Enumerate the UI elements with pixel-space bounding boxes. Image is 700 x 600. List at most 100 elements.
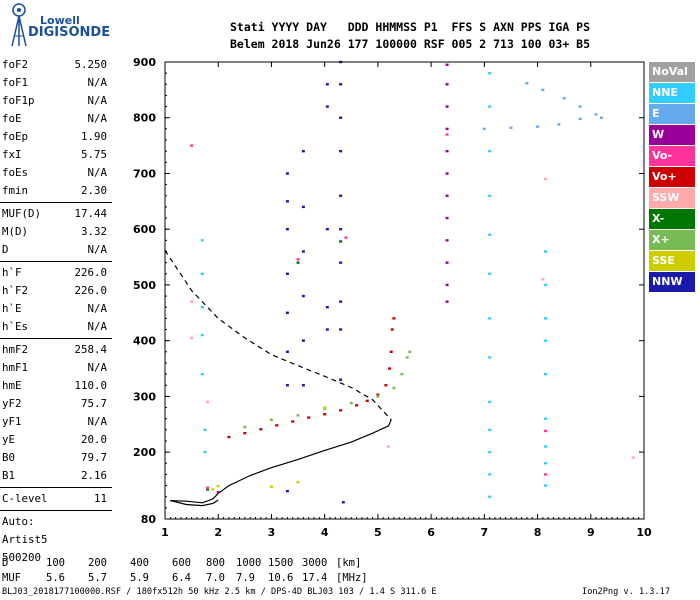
echo-point [488, 272, 492, 275]
param-value: 258.4 [74, 343, 107, 356]
legend-item: Vo- [649, 146, 695, 166]
param-row: hmF1 N/A [0, 359, 112, 377]
echo-point [190, 336, 194, 340]
echo-point [541, 88, 545, 92]
echo-point [445, 194, 449, 197]
echo-point [562, 97, 566, 100]
echo-point [339, 240, 343, 243]
echo-point [389, 350, 393, 354]
echo-point [206, 488, 210, 491]
legend-item: NoVal [649, 62, 695, 82]
y-tick-label: 300 [133, 390, 156, 403]
distance-value: 3000 [302, 557, 328, 569]
echo-point [445, 83, 449, 86]
param-row: Auto: [0, 513, 112, 531]
echo-point [488, 495, 492, 498]
echo-point [301, 339, 305, 342]
plot-echoes [190, 60, 635, 504]
legend-item: NNW [649, 272, 695, 292]
echo-point [339, 227, 343, 231]
x-tick-label: 8 [534, 526, 542, 539]
distance-value: 400 [130, 557, 149, 569]
echo-point [200, 306, 204, 309]
param-row: hmF2 258.4 [0, 341, 112, 359]
echo-point [392, 317, 396, 320]
echo-point [445, 63, 449, 66]
echo-point [206, 486, 210, 489]
echo-point [301, 250, 305, 253]
echo-point [203, 428, 207, 432]
echo-point [296, 414, 300, 417]
param-label: foF2 [2, 58, 29, 71]
plot-axes: 1 2 3 4 5 6 7 8 9 10 80 200 300 400 500 600 700 800 900 [133, 56, 652, 539]
param-value: 79.7 [80, 451, 107, 464]
y-tick-label: 800 [133, 112, 156, 125]
param-row: foF2 5.250 [0, 56, 112, 74]
echo-point [541, 278, 545, 281]
echo-point [509, 126, 513, 129]
echo-point [285, 200, 289, 203]
echo-point [488, 450, 492, 454]
echo-point [445, 105, 449, 108]
echo-point [285, 227, 289, 231]
echo-point [544, 429, 548, 433]
echo-point [344, 236, 348, 239]
echo-point [285, 384, 289, 387]
echo-point [269, 418, 273, 421]
legend-item: NNE [649, 83, 695, 103]
echo-point [544, 177, 548, 181]
param-row: foEs N/A [0, 164, 112, 182]
echo-point [536, 125, 540, 128]
echo-point [301, 384, 305, 387]
echo-point [339, 378, 343, 381]
plot-curves [164, 250, 392, 507]
plot-frame [164, 61, 645, 520]
distance-value: 800 [206, 557, 225, 569]
param-row: fxI 5.75 [0, 146, 112, 164]
echo-point [259, 428, 263, 431]
param-value: 11 [93, 492, 107, 505]
echo-point [200, 239, 204, 242]
param-row: 500200 [0, 549, 112, 567]
echo-point [392, 386, 396, 390]
echo-point [445, 300, 449, 303]
param-value: N/A [87, 94, 107, 107]
echo-point [544, 462, 548, 465]
param-label: C-level [2, 492, 48, 505]
echo-point [557, 123, 561, 126]
echo-point [275, 424, 279, 427]
param-label: yF1 [2, 415, 22, 428]
echo-point [339, 300, 343, 303]
x-tick-label: 2 [214, 526, 222, 539]
param-value: N/A [87, 112, 107, 125]
echo-point [488, 400, 492, 404]
muf-value: 5.7 [88, 572, 107, 584]
echo-point [400, 372, 404, 376]
echo-point [339, 409, 343, 412]
echo-point [301, 205, 305, 209]
param-label: foEp [2, 130, 29, 143]
antenna-logo-icon [11, 3, 27, 47]
legend-item: SSE [649, 251, 695, 271]
y-tick-label: 900 [133, 56, 156, 69]
muf-value: 17.4 [302, 572, 328, 584]
muf-value: 5.6 [46, 572, 65, 584]
param-value: 2.16 [80, 469, 107, 482]
param-row: MUF(D) 17.44 [0, 205, 112, 223]
y-tick-label: 80 [141, 513, 157, 526]
echo-point [544, 473, 548, 476]
echo-point [339, 83, 343, 86]
param-label: h`F [2, 266, 22, 279]
legend-item: W [649, 125, 695, 145]
param-value: 5.75 [80, 148, 107, 161]
echo-point [323, 406, 327, 409]
param-label: hmF2 [2, 343, 29, 356]
param-label: foF1p [2, 94, 35, 107]
echo-point [325, 227, 329, 231]
legend-item: X- [649, 209, 695, 229]
file-info-text: BLJ03_2018177100000.RSF / 180fx512h 50 k… [2, 587, 437, 597]
param-label: M(D) [2, 225, 29, 238]
echo-point [349, 401, 353, 405]
param-label: foE [2, 112, 22, 125]
